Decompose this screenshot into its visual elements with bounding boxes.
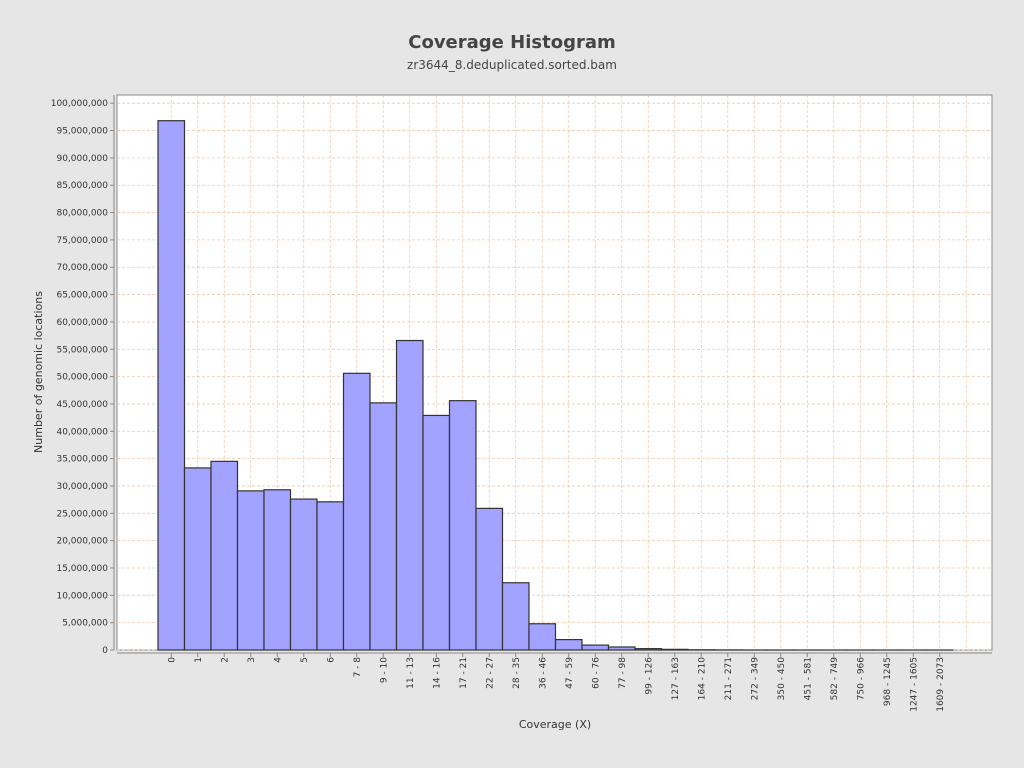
- x-tick-label: 36 - 46: [538, 657, 548, 689]
- bar-22-27: [475, 507, 504, 651]
- bar-17-21: [448, 400, 477, 651]
- y-tick-label: 80,000,000: [56, 209, 108, 219]
- x-tick-label: 350 - 450: [777, 657, 787, 701]
- x-tick-label: 22 - 27: [485, 657, 495, 689]
- y-tick-label: 90,000,000: [56, 154, 108, 164]
- bar-6: [316, 501, 345, 651]
- x-tick-label: 2: [220, 657, 230, 663]
- y-tick-label: 85,000,000: [56, 181, 108, 191]
- y-tick-label: 55,000,000: [56, 345, 108, 355]
- y-tick-label: 15,000,000: [56, 564, 108, 574]
- x-tick-label: 5: [300, 657, 310, 663]
- bar-2: [210, 460, 239, 651]
- x-axis-ticks: 0 1 2 3 4 5 6 7 - 8 9 - 10 11 - 13 14 - 16 17 - 21 2…: [167, 653, 946, 712]
- bar-11-13: [395, 339, 424, 651]
- x-axis-label: Coverage (X): [519, 718, 591, 731]
- x-tick-label: 3: [247, 657, 257, 663]
- y-tick-label: 30,000,000: [56, 482, 108, 492]
- bar-1: [183, 467, 212, 651]
- y-tick-label: 45,000,000: [56, 400, 108, 410]
- x-tick-label: 582 - 749: [830, 657, 840, 701]
- bar-3: [236, 490, 265, 651]
- x-tick-label: 60 - 76: [591, 657, 601, 689]
- x-tick-label: 77 - 98: [618, 657, 628, 689]
- bar-60-76: [581, 644, 610, 651]
- x-tick-label: 750 - 966: [856, 657, 866, 701]
- x-tick-label: 1609 - 2073: [936, 657, 946, 712]
- x-tick-label: 7 - 8: [353, 657, 363, 678]
- x-tick-label: 0: [167, 657, 177, 663]
- x-tick-label: 28 - 35: [512, 657, 522, 689]
- bar-0: [157, 120, 186, 651]
- bar-5: [289, 498, 318, 651]
- bar-28-35: [501, 582, 530, 651]
- y-tick-label: 20,000,000: [56, 537, 108, 547]
- y-tick-label: 10,000,000: [56, 591, 108, 601]
- bars: [157, 120, 954, 651]
- x-tick-label: 11 - 13: [406, 657, 416, 689]
- y-tick-label: 0: [102, 646, 108, 656]
- x-tick-label: 14 - 16: [432, 657, 442, 689]
- x-tick-label: 272 - 349: [750, 657, 760, 701]
- y-tick-label: 50,000,000: [56, 373, 108, 383]
- x-tick-label: 164 - 210: [697, 657, 707, 701]
- x-tick-label: 451 - 581: [803, 657, 813, 700]
- y-tick-label: 75,000,000: [56, 236, 108, 246]
- y-tick-label: 65,000,000: [56, 291, 108, 301]
- bar-14-16: [422, 414, 451, 651]
- y-tick-label: 5,000,000: [62, 619, 108, 629]
- bar-9-10: [369, 402, 398, 651]
- bar-127-163: [660, 648, 689, 651]
- chart-subtitle: zr3644_8.deduplicated.sorted.bam: [407, 58, 617, 72]
- y-tick-label: 60,000,000: [56, 318, 108, 328]
- x-tick-label: 47 - 59: [565, 657, 575, 689]
- bar-36-46: [528, 623, 557, 651]
- y-axis-ticks: 0 5,000,000 10,000,000 15,000,000 20,000,000…: [51, 99, 114, 656]
- x-tick-label: 1: [194, 657, 204, 663]
- x-tick-label: 9 - 10: [379, 657, 389, 683]
- bar-4: [263, 489, 292, 651]
- x-tick-label: 968 - 1245: [883, 657, 893, 706]
- y-tick-label: 70,000,000: [56, 263, 108, 273]
- bar-47-59: [554, 639, 583, 651]
- y-tick-label: 35,000,000: [56, 455, 108, 465]
- x-tick-label: 211 - 271: [724, 657, 734, 700]
- bar-99-126: [634, 648, 663, 651]
- y-axis-label: Number of genomic locations: [32, 291, 45, 453]
- y-tick-label: 40,000,000: [56, 427, 108, 437]
- x-tick-label: 99 - 126: [644, 657, 654, 695]
- x-tick-label: 127 - 163: [671, 657, 681, 700]
- x-tick-label: 4: [273, 657, 283, 663]
- y-tick-label: 25,000,000: [56, 509, 108, 519]
- y-tick-label: 95,000,000: [56, 127, 108, 137]
- x-tick-label: 1247 - 1605: [909, 657, 919, 712]
- chart-title: Coverage Histogram: [408, 32, 615, 53]
- x-tick-label: 17 - 21: [459, 657, 469, 689]
- x-tick-label: 6: [326, 657, 336, 663]
- bar-7-8: [342, 372, 371, 651]
- bar-77-98: [607, 646, 636, 651]
- y-tick-label: 100,000,000: [51, 99, 109, 109]
